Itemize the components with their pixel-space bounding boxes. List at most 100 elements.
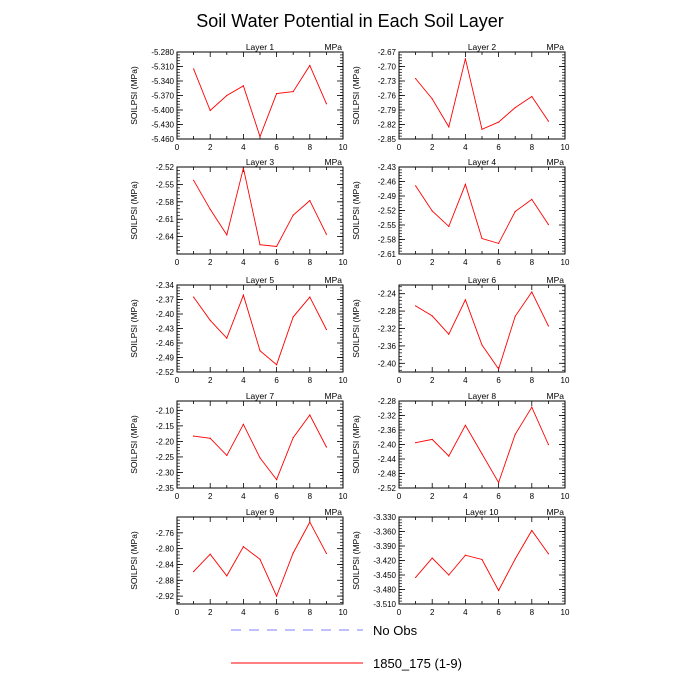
data-point <box>514 210 516 213</box>
plot-frame <box>176 516 344 605</box>
y-tick-label: -2.84 <box>156 560 175 569</box>
data-point <box>325 328 327 331</box>
y-tick-label: -5.370 <box>151 92 174 101</box>
panel-title: Layer 9 <box>246 507 275 517</box>
y-tick-label: -5.280 <box>151 48 174 57</box>
x-tick-label: 10 <box>339 143 348 152</box>
panel-title: Layer 6 <box>468 275 497 285</box>
x-tick-label: 2 <box>208 376 213 385</box>
data-point <box>309 64 311 67</box>
y-tick-label: -5.460 <box>151 135 174 144</box>
y-tick-label: -2.32 <box>378 325 397 334</box>
y-tick-label: -3.450 <box>373 571 396 580</box>
y-axis-label: SOILPSI (MPa) <box>129 415 139 474</box>
x-tick-label: 10 <box>339 608 348 617</box>
units-label: MPa <box>547 507 565 517</box>
panel-title: Layer 2 <box>468 42 497 52</box>
data-point <box>464 424 466 426</box>
units-label: MPa <box>547 42 565 52</box>
data-point <box>531 95 533 98</box>
panel-layer-5: Layer 5 MPa SOILPSI (MPa) 0 2 4 6 8 10 -2.34 -2.37… <box>129 275 348 385</box>
y-tick-label: -2.52 <box>156 163 175 172</box>
y-tick-label: -2.40 <box>156 310 175 319</box>
data-point <box>276 245 278 248</box>
units-label: MPa <box>325 275 343 285</box>
data-point <box>226 454 228 456</box>
data-point <box>309 296 311 298</box>
data-point <box>193 570 195 573</box>
y-tick-label: -2.76 <box>156 529 175 538</box>
y-tick-label: -3.390 <box>373 542 396 551</box>
data-point <box>415 305 417 307</box>
data-point <box>242 546 244 548</box>
x-tick-label: 8 <box>530 258 535 267</box>
y-tick-label: -2.61 <box>378 250 397 259</box>
legend-label-no-obs: No Obs <box>373 623 418 638</box>
y-tick-label: -5.430 <box>151 121 174 130</box>
y-tick-label: -2.76 <box>378 92 397 101</box>
series-line <box>193 293 327 366</box>
x-tick-label: 2 <box>430 376 435 385</box>
y-tick-label: -2.64 <box>156 233 175 242</box>
plot-frame <box>398 166 566 255</box>
y-tick-label: -2.70 <box>378 63 397 72</box>
data-point <box>415 77 417 80</box>
data-point <box>547 325 550 327</box>
plot-frame <box>398 51 566 140</box>
series-line <box>193 64 327 138</box>
data-point <box>448 574 450 576</box>
data-point <box>309 200 311 202</box>
y-tick-label: -2.82 <box>378 121 397 130</box>
y-tick-label: -2.52 <box>378 484 397 493</box>
x-tick-label: 2 <box>430 608 435 617</box>
plot-frame <box>176 51 344 140</box>
data-point <box>514 558 516 560</box>
data-point <box>193 296 195 298</box>
x-tick-label: 2 <box>430 143 435 152</box>
x-tick-label: 4 <box>463 608 468 617</box>
panel-title: Layer 8 <box>468 391 497 401</box>
units-label: MPa <box>325 157 343 167</box>
x-tick-label: 8 <box>530 608 535 617</box>
panel-layer-8: Layer 8 MPa SOILPSI (MPa) 0 2 4 6 8 10 -2.28 -2.32… <box>351 391 570 501</box>
y-tick-label: -2.36 <box>378 426 397 435</box>
y-tick-label: -2.55 <box>378 221 397 230</box>
y-tick-label: -2.40 <box>378 359 397 368</box>
data-point <box>498 481 500 484</box>
data-point <box>448 333 450 335</box>
data-point <box>415 576 417 579</box>
data-point <box>292 437 294 439</box>
x-tick-label: 2 <box>430 492 435 501</box>
y-axis-label: SOILPSI (MPa) <box>129 181 139 240</box>
y-tick-label: -2.92 <box>156 592 175 601</box>
data-point <box>276 595 278 597</box>
x-tick-label: 0 <box>175 492 180 501</box>
panel-title: Layer 4 <box>468 157 497 167</box>
data-point <box>309 521 311 523</box>
panel-layer-7: Layer 7 MPa SOILPSI (MPa) 0 2 4 6 8 10 -2.10 -2.15… <box>129 391 348 501</box>
x-tick-label: 6 <box>496 492 501 501</box>
data-point <box>226 234 228 236</box>
y-tick-label: -2.15 <box>156 422 175 431</box>
data-point <box>209 437 211 439</box>
data-point <box>226 94 228 97</box>
x-tick-label: 0 <box>175 258 180 267</box>
data-point <box>193 179 195 181</box>
x-tick-label: 10 <box>339 258 348 267</box>
x-tick-label: 10 <box>339 492 348 501</box>
units-label: MPa <box>325 391 343 401</box>
data-point <box>448 455 450 457</box>
y-tick-label: -2.46 <box>156 339 175 348</box>
panel-title: Layer 5 <box>246 275 275 285</box>
x-tick-label: 6 <box>496 143 501 152</box>
data-point <box>259 350 261 352</box>
series-line <box>415 291 549 371</box>
y-tick-label: -2.48 <box>378 470 397 479</box>
y-tick-label: -2.67 <box>378 48 397 57</box>
legend-label-1850-175: 1850_175 (1-9) <box>373 656 462 671</box>
x-tick-label: 10 <box>561 143 570 152</box>
y-tick-label: -2.46 <box>378 178 397 187</box>
y-tick-label: -2.43 <box>156 325 175 334</box>
x-tick-label: 8 <box>530 376 535 385</box>
